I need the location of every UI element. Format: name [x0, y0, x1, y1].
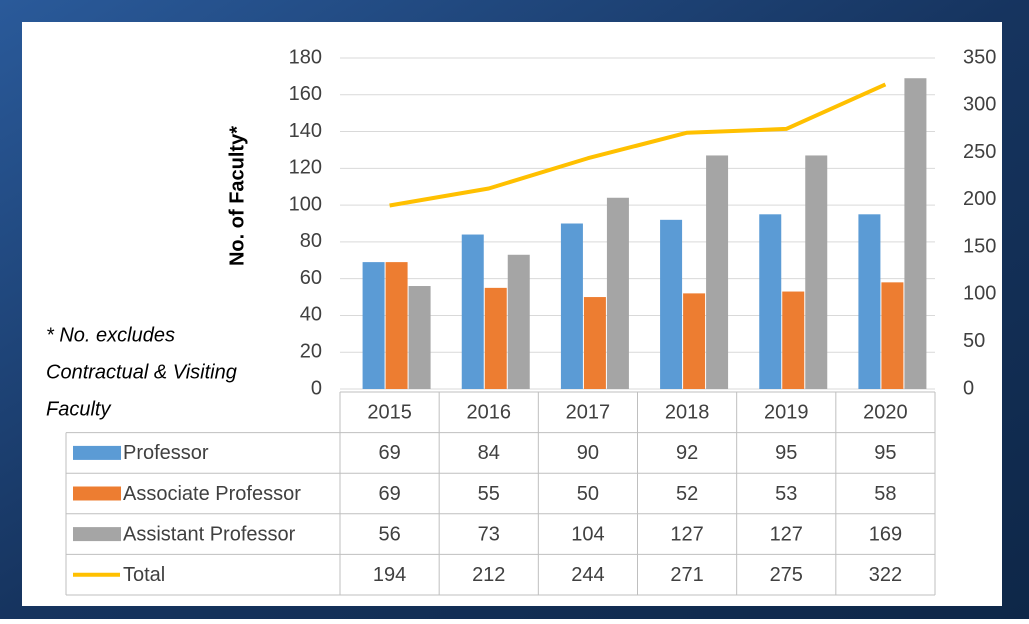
y2-tick-label: 250: [963, 141, 996, 163]
bar: [362, 262, 385, 389]
y2-tick-label: 150: [963, 235, 996, 257]
legend-label: Professor: [123, 442, 209, 464]
bar: [683, 293, 706, 389]
bar: [583, 297, 606, 389]
table-value: 52: [676, 483, 698, 505]
table-value: 69: [378, 483, 400, 505]
bar: [606, 197, 629, 389]
y-axis-label: No. of Faculty*: [226, 126, 248, 266]
bar: [858, 214, 881, 389]
legend-swatch: [73, 527, 121, 542]
legend-swatch: [73, 486, 121, 501]
line-series: [389, 82, 887, 208]
x-tick-label: 2016: [467, 402, 512, 424]
y-tick-label: 100: [289, 193, 322, 215]
y-tick-label: 180: [289, 46, 322, 68]
table-value: 84: [478, 442, 500, 464]
annotation: * No. excludes: [46, 324, 175, 346]
y2-tick-label: 100: [963, 283, 996, 305]
table-value: 95: [874, 442, 896, 464]
table-value: 212: [472, 564, 505, 586]
y-tick-label: 0: [311, 377, 322, 399]
y-tick-label: 40: [300, 304, 322, 326]
legend-label: Assistant Professor: [123, 523, 296, 545]
bar: [759, 214, 782, 389]
table-value: 90: [577, 442, 599, 464]
table-value: 127: [670, 523, 703, 545]
y-tick-label: 160: [289, 83, 322, 105]
bar: [507, 254, 530, 389]
bar: [706, 155, 729, 389]
bar: [782, 291, 805, 389]
table-value: 194: [373, 564, 406, 586]
annotation: Faculty: [46, 398, 111, 420]
bar: [484, 287, 507, 389]
table-value: 56: [378, 523, 400, 545]
y2-tick-label: 50: [963, 330, 985, 352]
table-value: 53: [775, 483, 797, 505]
y-tick-label: 60: [300, 267, 322, 289]
bar: [904, 78, 927, 389]
bar: [881, 282, 904, 389]
table-value: 58: [874, 483, 896, 505]
table-value: 104: [571, 523, 604, 545]
table-value: 50: [577, 483, 599, 505]
x-tick-label: 2020: [863, 402, 908, 424]
table-value: 275: [770, 564, 803, 586]
table-value: 271: [670, 564, 703, 586]
legend-label: Associate Professor: [123, 483, 301, 505]
bar: [805, 155, 828, 389]
table-value: 69: [378, 442, 400, 464]
bar: [461, 234, 484, 389]
x-tick-label: 2019: [764, 402, 809, 424]
table-value: 55: [478, 483, 500, 505]
x-tick-label: 2017: [566, 402, 611, 424]
bar: [560, 223, 583, 389]
bar: [408, 286, 431, 389]
bar: [660, 219, 683, 389]
table-value: 244: [571, 564, 604, 586]
table-value: 127: [770, 523, 803, 545]
legend-label: Total: [123, 564, 165, 586]
legend-swatch: [73, 445, 121, 460]
table-value: 73: [478, 523, 500, 545]
y2-tick-label: 350: [963, 46, 996, 68]
x-tick-label: 2018: [665, 402, 710, 424]
y2-tick-label: 200: [963, 188, 996, 210]
y-tick-label: 80: [300, 230, 322, 252]
table-value: 95: [775, 442, 797, 464]
table-value: 322: [869, 564, 902, 586]
table-value: 92: [676, 442, 698, 464]
annotation: Contractual & Visiting: [46, 361, 237, 383]
table-value: 169: [869, 523, 902, 545]
bar: [385, 262, 408, 389]
y-tick-label: 20: [300, 341, 322, 363]
x-tick-label: 2015: [367, 402, 412, 424]
y-tick-label: 140: [289, 120, 322, 142]
y2-tick-label: 300: [963, 94, 996, 116]
y-tick-label: 120: [289, 157, 322, 179]
y2-tick-label: 0: [963, 377, 974, 399]
